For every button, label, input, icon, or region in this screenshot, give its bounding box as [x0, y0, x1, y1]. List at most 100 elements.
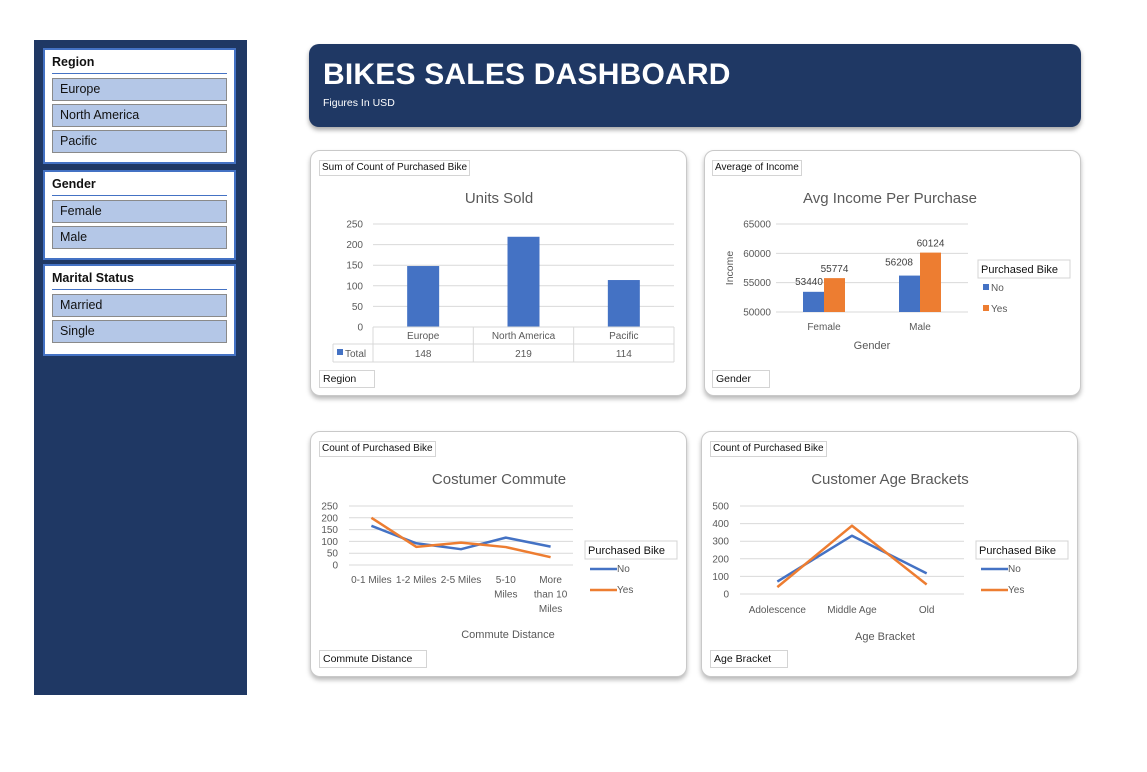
x-tick-label: 5-10 — [496, 575, 516, 586]
x-tick-label: Europe — [407, 331, 440, 342]
dashboard-header: BIKES SALES DASHBOARD Figures In USD — [309, 44, 1081, 127]
table-value: 114 — [616, 349, 632, 360]
bar — [607, 280, 640, 327]
series-line — [776, 524, 928, 589]
axis-field-button[interactable]: Region — [319, 370, 375, 388]
legend-title: Purchased Bike — [979, 545, 1056, 557]
dashboard-title: BIKES SALES DASHBOARD — [323, 58, 731, 91]
legend-title-box — [975, 540, 1069, 560]
legend-swatch — [983, 284, 989, 290]
y-tick-label: 50000 — [743, 308, 771, 319]
y-tick-label: 100 — [346, 281, 363, 292]
y-tick-label: 150 — [321, 525, 338, 536]
axis-field-button[interactable]: Age Bracket — [710, 650, 788, 668]
x-tick-label: Miles — [494, 590, 517, 601]
legend-label: No — [617, 564, 630, 575]
slicer-title: Region — [52, 54, 227, 74]
x-tick-label: Miles — [539, 604, 562, 615]
x-tick-label: North America — [492, 331, 556, 342]
y-tick-label: 50 — [327, 549, 339, 560]
gender-slicer: Gender Female Male — [43, 170, 236, 260]
x-tick-label: Female — [807, 322, 841, 333]
legend-title: Purchased Bike — [588, 545, 665, 557]
legend-title-box — [584, 540, 678, 560]
y-tick-label: 250 — [346, 220, 363, 231]
y-tick-label: 0 — [332, 561, 338, 572]
age-brackets-chart: Customer Age Brackets 0 100 200 300 400 500 Ado… — [712, 471, 1069, 643]
chart-title: Costumer Commute — [432, 471, 566, 488]
y-tick-label: 50 — [352, 302, 364, 313]
dashboard-subtitle: Figures In USD — [323, 97, 395, 109]
legend-label: No — [991, 283, 1004, 294]
x-tick-label: 2-5 Miles — [441, 575, 482, 586]
avg-income-chart: Avg Income Per Purchase 50000 55000 60000 65… — [724, 190, 1071, 352]
region-slicer: Region Europe North America Pacific — [43, 48, 236, 164]
y-tick-label: 0 — [723, 590, 729, 601]
slicer-item-married[interactable]: Married — [52, 294, 227, 317]
x-axis-label: Commute Distance — [461, 629, 555, 641]
bar — [507, 236, 540, 327]
y-tick-label: 200 — [321, 513, 338, 524]
units-sold-card: Units Sold 0 50 100 150 200 250 Europe 148 North … — [310, 150, 687, 396]
data-label: 55774 — [821, 264, 849, 275]
y-tick-label: 65000 — [743, 220, 771, 231]
x-axis-label: Gender — [854, 340, 891, 352]
slicer-item-single[interactable]: Single — [52, 320, 227, 343]
table-value: 219 — [515, 349, 532, 360]
avg-income-card: Avg Income Per Purchase 50000 55000 60000 65… — [704, 150, 1081, 396]
y-tick-label: 400 — [712, 519, 729, 530]
y-tick-label: 150 — [346, 261, 363, 272]
slicer-title: Marital Status — [52, 270, 227, 290]
bar — [899, 275, 920, 312]
axis-field-button[interactable]: Gender — [712, 370, 770, 388]
axis-field-button[interactable]: Commute Distance — [319, 650, 427, 668]
x-tick-label: Male — [909, 322, 931, 333]
legend-label: No — [1008, 564, 1021, 575]
bar — [920, 252, 941, 312]
y-tick-label: 300 — [712, 537, 729, 548]
value-field-button[interactable]: Average of Income — [712, 160, 802, 176]
y-tick-label: 250 — [321, 502, 338, 513]
x-tick-label: Adolescence — [749, 605, 807, 616]
x-tick-label: More — [539, 575, 562, 586]
value-field-button[interactable]: Sum of Count of Purchased Bike — [319, 160, 471, 176]
value-field-button[interactable]: Count of Purchased Bike — [710, 441, 827, 457]
legend-label: Yes — [617, 585, 633, 596]
slicer-item-north-america[interactable]: North America — [52, 104, 227, 127]
x-tick-label: 1-2 Miles — [396, 575, 437, 586]
y-tick-label: 200 — [712, 554, 729, 565]
slicer-item-female[interactable]: Female — [52, 200, 227, 223]
y-tick-label: 60000 — [743, 249, 771, 260]
slicer-item-europe[interactable]: Europe — [52, 78, 227, 101]
data-label: 60124 — [917, 239, 945, 250]
x-tick-label: Old — [919, 605, 935, 616]
slicer-item-male[interactable]: Male — [52, 226, 227, 249]
bar — [407, 266, 440, 327]
units-sold-chart: Units Sold 0 50 100 150 200 250 Europe 148 North … — [332, 190, 675, 363]
y-tick-label: 100 — [321, 537, 338, 548]
legend-swatch — [983, 305, 989, 311]
age-brackets-card: Customer Age Brackets 0 100 200 300 400 500 Ado… — [701, 431, 1078, 677]
chart-title: Units Sold — [465, 190, 533, 207]
y-tick-label: 200 — [346, 240, 363, 251]
slicer-item-pacific[interactable]: Pacific — [52, 130, 227, 153]
data-label: 53440 — [795, 277, 823, 288]
marital-status-slicer: Marital Status Married Single — [43, 264, 236, 356]
commute-card: Costumer Commute 0 50 100 150 200 250 0-1 Miles… — [310, 431, 687, 677]
slicer-title: Gender — [52, 176, 227, 196]
x-tick-label: than 10 — [534, 590, 568, 601]
y-axis-label: Income — [724, 251, 736, 286]
slicer-panel: Region Europe North America Pacific Gend… — [34, 40, 247, 695]
legend-label: Yes — [1008, 585, 1024, 596]
data-label: 56208 — [885, 258, 913, 269]
bar — [803, 291, 824, 312]
legend-title: Purchased Bike — [981, 264, 1058, 276]
legend-swatch — [337, 349, 343, 355]
value-field-button[interactable]: Count of Purchased Bike — [319, 441, 436, 457]
y-tick-label: 100 — [712, 572, 729, 583]
y-tick-label: 55000 — [743, 278, 771, 289]
y-tick-label: 500 — [712, 502, 729, 513]
x-tick-label: Middle Age — [827, 605, 877, 616]
x-tick-label: Pacific — [609, 331, 638, 342]
